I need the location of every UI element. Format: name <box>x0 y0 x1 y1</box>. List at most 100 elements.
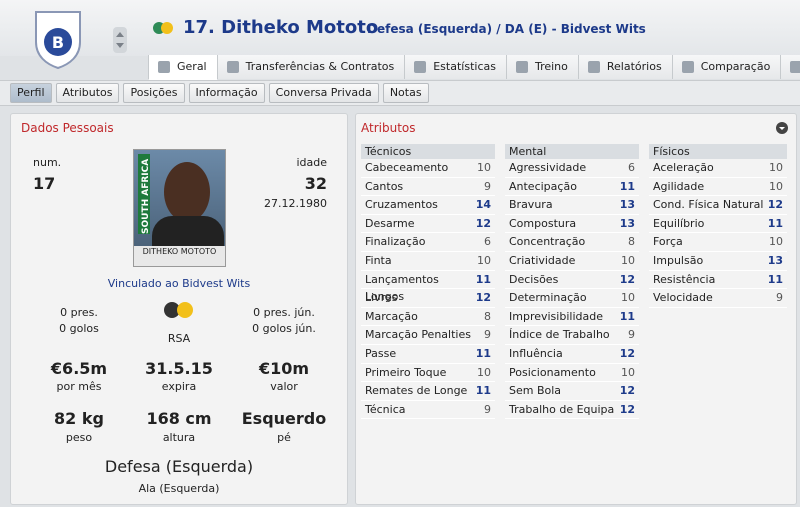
attribute-value: 12 <box>619 346 635 360</box>
attribute-value: 11 <box>619 309 635 323</box>
nation-icon <box>164 302 193 318</box>
nation-icon <box>153 22 173 34</box>
attribute-name: Força <box>653 235 683 249</box>
attribute-name: Desarme <box>365 216 415 230</box>
age: 32 <box>304 174 327 193</box>
menu-button[interactable] <box>776 122 788 134</box>
attribute-name: Aceleração <box>653 161 714 174</box>
attribute-row: Finalização 6 <box>361 233 495 252</box>
attribute-row: Desarme 12 <box>361 215 495 234</box>
subtab[interactable]: Informação <box>188 83 265 103</box>
attribute-row: Resistência 11 <box>649 271 787 290</box>
subtab[interactable]: Notas <box>382 83 429 103</box>
attribute-value: 10 <box>621 253 635 267</box>
attribute-row: Cond. Física Natural 12 <box>649 196 787 215</box>
nav-arrows[interactable] <box>113 27 127 53</box>
attribute-row: Cabeceamento 10 <box>361 159 495 178</box>
attribute-value: 13 <box>767 253 783 267</box>
tab[interactable]: Relatórios <box>577 55 672 79</box>
label: idade <box>296 156 327 169</box>
attribute-value: 9 <box>776 291 783 305</box>
attribute-row: Marcação Penalties 9 <box>361 326 495 345</box>
attribute-row: Passe 11 <box>361 345 495 364</box>
tab[interactable]: Histórico <box>780 55 800 79</box>
attributes-panel: Atributos Técnicos Cabeceamento 10 Cantos 9 C… <box>355 113 797 505</box>
attribute-name: Imprevisibilidade <box>509 309 603 323</box>
attribute-value: 11 <box>767 272 783 286</box>
subtab[interactable]: Posições <box>123 83 185 103</box>
attribute-row: Agilidade 10 <box>649 178 787 197</box>
tab[interactable]: Estatísticas <box>404 55 506 79</box>
player-photo: SOUTH AFRICA DITHEKO MOTOTO <box>133 149 226 267</box>
tab[interactable]: Treino <box>505 55 578 79</box>
attribute-name: Marcação Penalties <box>365 328 471 342</box>
attribute-name: Cantos <box>365 179 404 193</box>
attribute-row: Decisões 12 <box>505 271 639 290</box>
attribute-name: Primeiro Toque <box>365 365 447 379</box>
attribute-name: Resistência <box>653 272 716 286</box>
attribute-name: Concentração <box>509 235 586 249</box>
label: pé <box>277 431 291 444</box>
attribute-name: Sem Bola <box>509 384 562 398</box>
attribute-name: Livres <box>365 291 398 305</box>
panel-title: Dados Pessoais <box>21 121 114 135</box>
attribute-name: Passe <box>365 346 397 360</box>
club-link[interactable]: Vinculado ao Bidvest Wits <box>107 277 251 290</box>
tab[interactable]: Transferências & Contratos <box>216 55 405 79</box>
attribute-row: Antecipação 11 <box>505 178 639 197</box>
attribute-name: Técnica <box>365 402 406 416</box>
photo-caption: DITHEKO MOTOTO <box>134 246 225 266</box>
attribute-columns: Técnicos Cabeceamento 10 Cantos 9 Cruzamentos… <box>361 144 787 420</box>
attribute-row: Determinação 10 <box>505 289 639 308</box>
foot: Esquerdo <box>241 409 327 428</box>
subtabs: Perfil Atributos Posições Informação Convers… <box>10 83 429 103</box>
attribute-group: Mental Agressividade 6 Antecipação 11 Bravura… <box>505 144 639 420</box>
attribute-value: 11 <box>475 384 491 398</box>
value: €10m <box>258 359 310 378</box>
label: peso <box>65 431 93 444</box>
attribute-name: Finta <box>365 253 392 267</box>
photo-text: SOUTH AFRICA <box>141 158 151 234</box>
tab[interactable]: Geral <box>148 55 217 80</box>
group-header: Técnicos <box>361 144 495 159</box>
attribute-name: Antecipação <box>509 179 577 193</box>
position-club: Defesa (Esquerda) / DA (E) - Bidvest Wit… <box>367 22 646 36</box>
attribute-row: Bravura 13 <box>505 196 639 215</box>
attribute-row: Finta 10 <box>361 252 495 271</box>
attribute-name: Equilíbrio <box>653 216 705 230</box>
attribute-value: 9 <box>484 402 491 416</box>
attribute-name: Trabalho de Equipa <box>509 402 615 416</box>
attribute-value: 12 <box>475 291 491 305</box>
attribute-value: 9 <box>484 179 491 193</box>
attribute-value: 11 <box>475 346 491 360</box>
wage: €6.5m <box>50 359 108 378</box>
attribute-name: Decisões <box>509 272 559 286</box>
attribute-name: Cruzamentos <box>365 198 438 212</box>
attribute-row: Imprevisibilidade 11 <box>505 308 639 327</box>
contract-expiry: 31.5.15 <box>145 359 213 378</box>
tab[interactable]: Comparação <box>671 55 781 79</box>
subtab[interactable]: Conversa Privada <box>268 83 379 103</box>
youth-goals: 0 golos jún. <box>252 322 316 335</box>
attribute-value: 12 <box>619 272 635 286</box>
attribute-value: 11 <box>619 179 635 193</box>
position: Defesa (Esquerda) <box>104 457 254 476</box>
header <box>0 0 800 56</box>
attribute-value: 6 <box>484 235 491 249</box>
group-header: Mental <box>505 144 639 159</box>
svg-text:B: B <box>52 33 64 52</box>
attribute-value: 10 <box>477 253 491 267</box>
attribute-row: Força 10 <box>649 233 787 252</box>
goals: 0 golos <box>59 322 99 335</box>
attribute-row: Sem Bola 12 <box>505 382 639 401</box>
label: altura <box>162 431 196 444</box>
attribute-value: 10 <box>769 161 783 174</box>
number: 17 <box>33 174 56 193</box>
weight: 82 kg <box>54 409 104 428</box>
subtab[interactable]: Atributos <box>55 83 120 103</box>
attribute-row: Primeiro Toque 10 <box>361 364 495 383</box>
attribute-name: Finalização <box>365 235 426 249</box>
attribute-name: Lançamentos Longos <box>365 272 439 304</box>
attribute-name: Criatividade <box>509 253 576 267</box>
subtab[interactable]: Perfil <box>10 83 52 103</box>
